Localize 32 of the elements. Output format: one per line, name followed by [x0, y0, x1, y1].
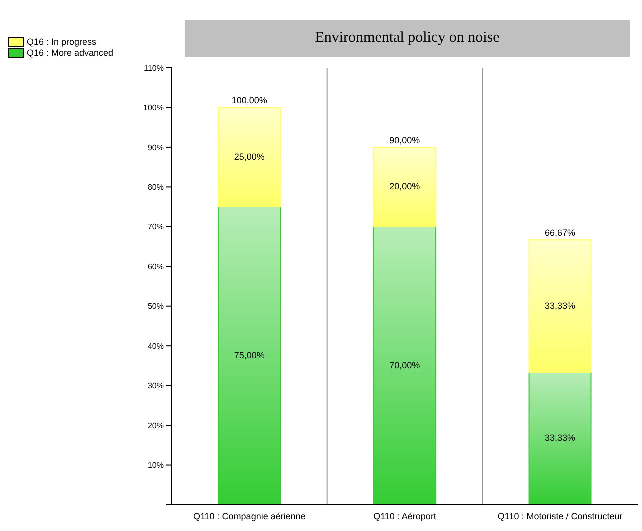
- bar: [218, 107, 282, 208]
- y-tick-label: 30%: [148, 382, 164, 391]
- y-tick-label: 70%: [148, 222, 164, 232]
- x-tick-label: Q110 : Compagnie aérienne: [193, 511, 306, 522]
- total-label: 100,00%: [232, 96, 268, 106]
- data-label: 75,00%: [234, 350, 265, 360]
- data-label: 25,00%: [234, 152, 265, 162]
- bar: [373, 146, 436, 228]
- legend-label: Q16 : More advanced: [27, 48, 114, 58]
- total-label: 66,67%: [545, 228, 576, 238]
- y-tick-label: 10%: [148, 461, 164, 470]
- y-tick-label: 90%: [148, 143, 164, 152]
- y-tick-label: 80%: [148, 183, 164, 192]
- data-label: 20,00%: [390, 182, 420, 192]
- y-tick-label: 60%: [148, 262, 164, 272]
- data-label: 33,33%: [545, 300, 576, 311]
- bar: [528, 240, 592, 374]
- x-tick-label: Q110 : Motoriste / Constructeur: [498, 511, 623, 522]
- data-label: 33,33%: [545, 433, 576, 444]
- chart-title: Environmental policy on noise: [185, 20, 630, 57]
- x-tick-label: Q110 : Aéroport: [374, 511, 437, 522]
- y-tick-label: 100%: [144, 104, 164, 113]
- y-tick-label: 110%: [144, 64, 164, 73]
- total-label: 90,00%: [390, 135, 420, 146]
- bar: [218, 206, 282, 505]
- data-label: 70,00%: [390, 360, 420, 370]
- y-tick-label: 40%: [148, 342, 164, 351]
- legend-label: Q16 : In progress: [27, 36, 97, 46]
- y-tick-label: 20%: [148, 421, 164, 430]
- y-tick-label: 50%: [148, 302, 164, 312]
- bar: [373, 226, 436, 505]
- bar: [528, 372, 592, 505]
